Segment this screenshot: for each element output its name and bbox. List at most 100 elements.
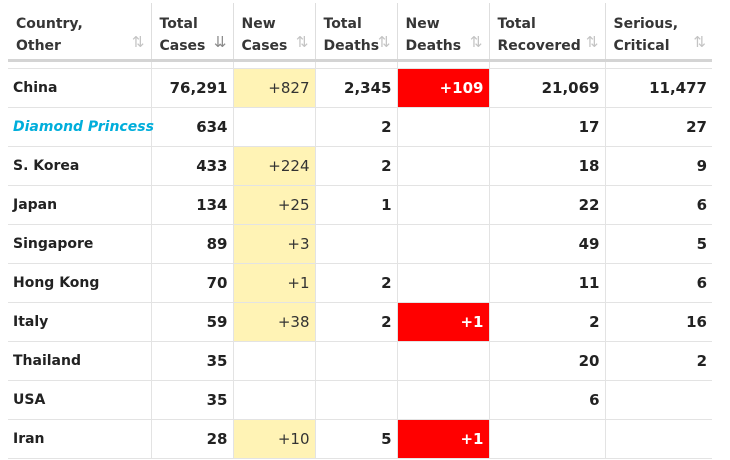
total-deaths-cell: 5 (315, 419, 398, 459)
header-label-line2: Cases (241, 38, 288, 54)
header-label-line1: Total (323, 16, 362, 32)
total-cases-cell: 134 (151, 185, 234, 225)
serious-critical-cell: 16 (605, 302, 712, 342)
table-row: Singapore 89 +3 49 5 (8, 224, 712, 264)
new-deaths-cell: +1 (397, 419, 490, 459)
sort-both-icon[interactable]: ⇅ (585, 32, 599, 51)
header-label-line2: Recovered (497, 38, 581, 54)
total-recovered-cell: 21,069 (489, 68, 606, 108)
sort-descending-icon[interactable]: ⇊ (213, 32, 227, 51)
sort-both-icon[interactable]: ⇅ (131, 32, 145, 51)
header-total-cases[interactable]: Total Cases ⇊ (151, 3, 234, 62)
new-cases-cell: +38 (233, 302, 316, 342)
header-label-line1: Total (159, 16, 198, 32)
serious-critical-cell (605, 419, 712, 459)
total-cases-cell: 59 (151, 302, 234, 342)
total-deaths-cell: 2 (315, 107, 398, 147)
country-cell: Diamond Princess (8, 107, 154, 147)
new-deaths-cell: +109 (397, 68, 490, 108)
total-recovered-cell: 2 (489, 302, 606, 342)
country-cell: China (8, 68, 152, 108)
table-row: Iran 28 +10 5 +1 (8, 419, 712, 459)
sort-both-icon[interactable]: ⇅ (377, 32, 391, 51)
new-deaths-cell (397, 146, 490, 186)
header-new-cases[interactable]: New Cases ⇅ (233, 3, 316, 62)
sort-both-icon[interactable]: ⇅ (295, 32, 309, 51)
total-cases-cell: 634 (151, 107, 234, 147)
serious-critical-cell (605, 380, 712, 420)
new-cases-cell (233, 107, 316, 147)
sort-both-icon[interactable]: ⇅ (469, 32, 483, 51)
total-deaths-cell: 2 (315, 263, 398, 303)
new-cases-cell: +3 (233, 224, 316, 264)
new-deaths-cell (397, 224, 490, 264)
header-label-line1: Serious, (613, 16, 679, 32)
table-header-row: Country, Other ⇅ Total Cases ⇊ New Cases… (8, 3, 712, 62)
total-cases-cell: 35 (151, 341, 234, 381)
header-country[interactable]: Country, Other ⇅ (8, 3, 152, 62)
serious-critical-cell: 2 (605, 341, 712, 381)
total-cases-cell: 35 (151, 380, 234, 420)
country-cell: Iran (8, 419, 152, 459)
serious-critical-cell: 6 (605, 185, 712, 225)
table-row: Italy 59 +38 2 +1 2 16 (8, 302, 712, 342)
total-recovered-cell: 49 (489, 224, 606, 264)
new-deaths-cell (397, 263, 490, 303)
new-deaths-cell (397, 341, 490, 381)
total-deaths-cell (315, 341, 398, 381)
coronavirus-cases-table: Country, Other ⇅ Total Cases ⇊ New Cases… (8, 3, 712, 459)
table-row: China 76,291 +827 2,345 +109 21,069 11,4… (8, 68, 712, 108)
total-deaths-cell: 2,345 (315, 68, 398, 108)
table-row: S. Korea 433 +224 2 18 9 (8, 146, 712, 186)
total-deaths-cell (315, 224, 398, 264)
header-label-line1: Total (497, 16, 536, 32)
header-spacer-row (8, 60, 712, 69)
total-cases-cell: 76,291 (151, 68, 234, 108)
header-total-recovered[interactable]: Total Recovered ⇅ (489, 3, 606, 62)
serious-critical-cell: 5 (605, 224, 712, 264)
country-cell: Singapore (8, 224, 152, 264)
new-cases-cell (233, 380, 316, 420)
total-recovered-cell: 22 (489, 185, 606, 225)
country-cell: S. Korea (8, 146, 152, 186)
new-deaths-cell (397, 185, 490, 225)
header-serious-critical[interactable]: Serious, Critical ⇅ (605, 3, 712, 62)
total-deaths-cell (315, 380, 398, 420)
country-cell: USA (8, 380, 152, 420)
table-row: Japan 134 +25 1 22 6 (8, 185, 712, 225)
header-label-line1: Country, (16, 16, 83, 32)
total-recovered-cell (489, 419, 606, 459)
serious-critical-cell: 11,477 (605, 68, 712, 108)
header-label-line1: New (241, 16, 276, 32)
new-deaths-cell (397, 107, 490, 147)
total-deaths-cell: 2 (315, 146, 398, 186)
header-label-line2: Cases (159, 38, 206, 54)
total-deaths-cell: 2 (315, 302, 398, 342)
total-recovered-cell: 17 (489, 107, 606, 147)
total-recovered-cell: 6 (489, 380, 606, 420)
header-label-line2: Critical (613, 38, 670, 54)
table-row: Hong Kong 70 +1 2 11 6 (8, 263, 712, 303)
country-cell: Thailand (8, 341, 152, 381)
serious-critical-cell: 27 (605, 107, 712, 147)
new-cases-cell: +25 (233, 185, 316, 225)
header-label-line2: Deaths (323, 38, 380, 54)
new-cases-cell: +1 (233, 263, 316, 303)
country-cell: Italy (8, 302, 152, 342)
header-total-deaths[interactable]: Total Deaths ⇅ (315, 3, 398, 62)
total-deaths-cell: 1 (315, 185, 398, 225)
serious-critical-cell: 6 (605, 263, 712, 303)
total-cases-cell: 70 (151, 263, 234, 303)
header-new-deaths[interactable]: New Deaths ⇅ (397, 3, 490, 62)
total-recovered-cell: 20 (489, 341, 606, 381)
serious-critical-cell: 9 (605, 146, 712, 186)
country-cell: Hong Kong (8, 263, 152, 303)
new-cases-cell: +10 (233, 419, 316, 459)
sort-both-icon[interactable]: ⇅ (693, 32, 706, 51)
header-label-line2: Deaths (405, 38, 462, 54)
table-row: Diamond Princess 634 2 17 27 (8, 107, 712, 147)
total-recovered-cell: 18 (489, 146, 606, 186)
total-cases-cell: 28 (151, 419, 234, 459)
table-row: Thailand 35 20 2 (8, 341, 712, 381)
new-deaths-cell (397, 380, 490, 420)
